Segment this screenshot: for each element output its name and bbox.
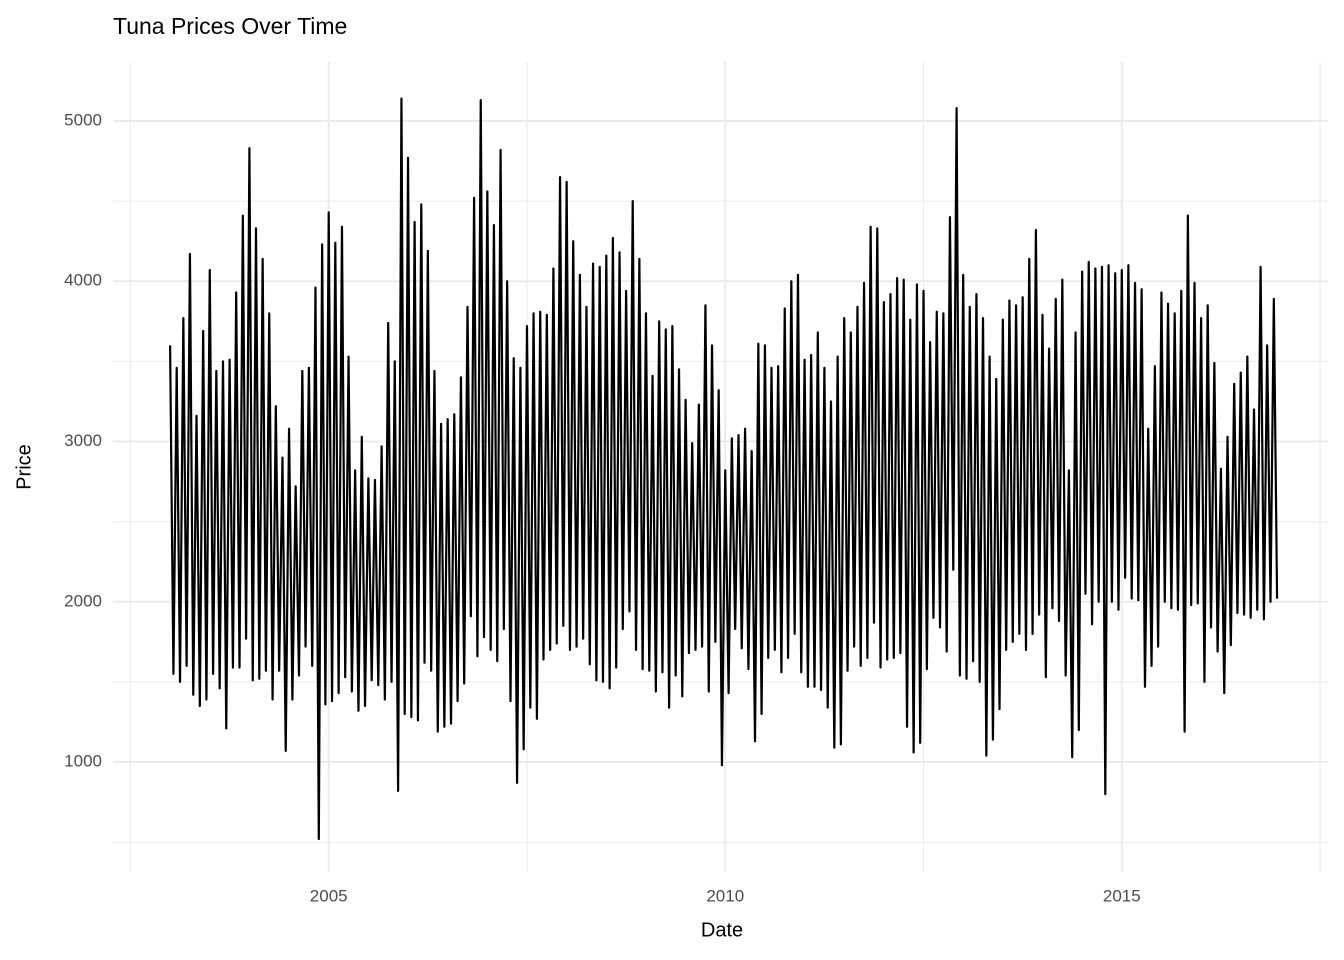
x-axis-label: Date — [701, 919, 743, 941]
grid — [113, 62, 1328, 872]
y-tick-label: 1000 — [64, 752, 102, 771]
plot-area — [169, 97, 1279, 841]
x-tick-label: 2010 — [706, 886, 744, 905]
y-axis-label: Price — [13, 444, 35, 490]
y-tick-label: 2000 — [64, 591, 102, 610]
y-tick-label: 3000 — [64, 431, 102, 450]
x-tick-label: 2005 — [310, 886, 348, 905]
price-line — [169, 97, 1279, 841]
y-tick-label: 5000 — [64, 110, 102, 129]
x-tick-label: 2015 — [1103, 886, 1141, 905]
chart-title: Tuna Prices Over Time — [113, 13, 347, 39]
y-tick-label: 4000 — [64, 271, 102, 290]
